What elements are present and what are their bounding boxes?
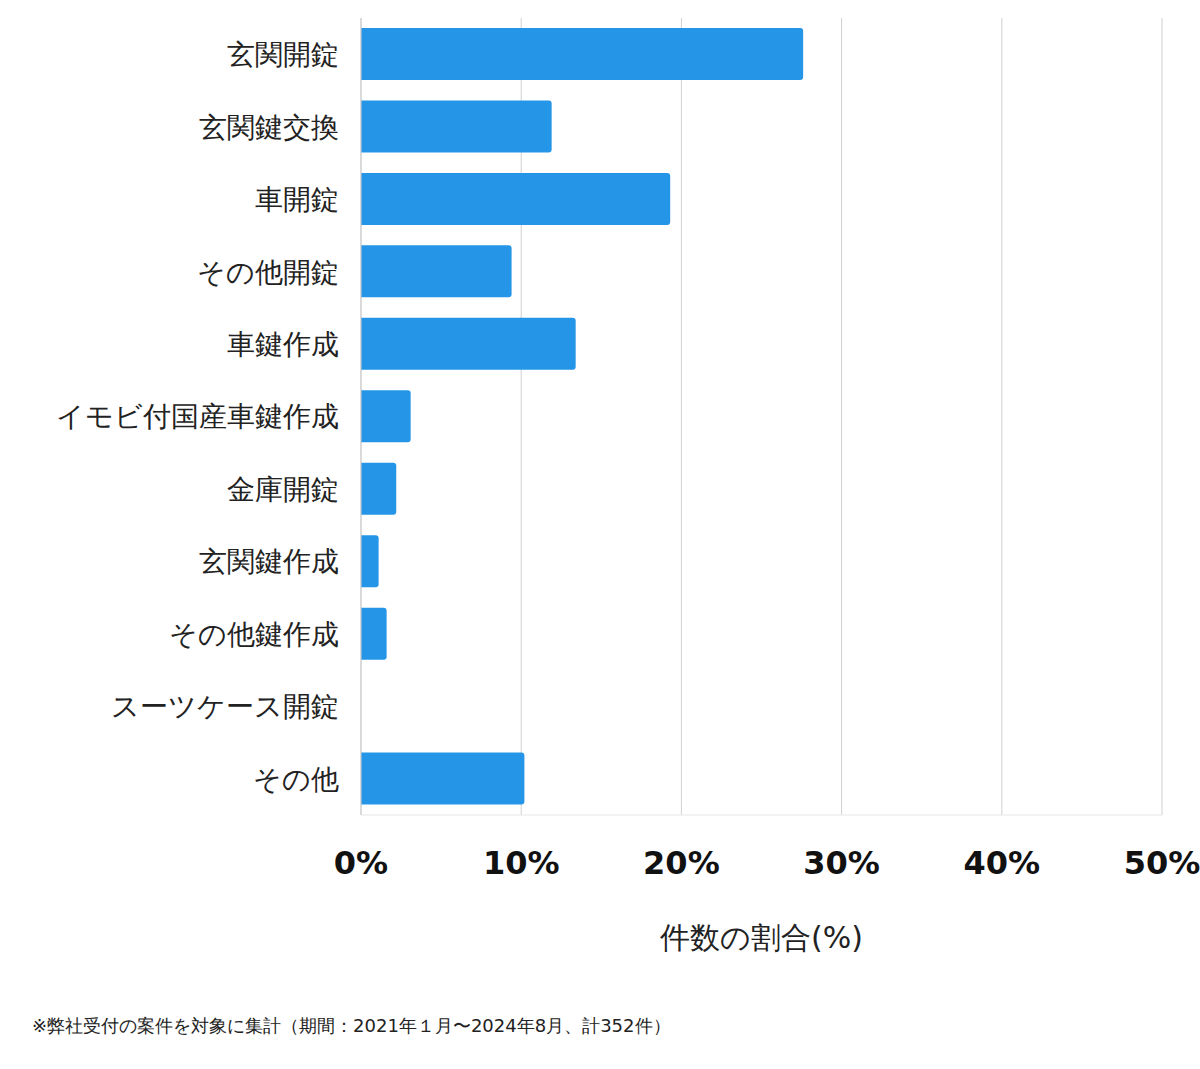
svg-text:20%: 20% — [643, 844, 720, 882]
svg-text:30%: 30% — [803, 844, 880, 882]
svg-text:玄関鍵作成: 玄関鍵作成 — [199, 545, 339, 578]
svg-text:金庫開錠: 金庫開錠 — [227, 473, 339, 506]
svg-text:その他: その他 — [253, 763, 339, 796]
svg-text:イモビ付国産車鍵作成: イモビ付国産車鍵作成 — [56, 400, 339, 433]
svg-text:スーツケース開錠: スーツケース開錠 — [111, 690, 339, 723]
svg-text:車鍵作成: 車鍵作成 — [227, 328, 339, 361]
svg-text:40%: 40% — [964, 844, 1041, 882]
svg-text:件数の割合(%): 件数の割合(%) — [660, 920, 863, 955]
svg-text:玄関鍵交換: 玄関鍵交換 — [199, 111, 339, 144]
svg-text:0%: 0% — [334, 844, 388, 882]
svg-text:その他鍵作成: その他鍵作成 — [169, 618, 339, 651]
svg-text:車開錠: 車開錠 — [255, 183, 339, 216]
html-text:※弊社受付の案件を対象に集計（期間：2021年１月〜2024: ※弊社受付の案件を対象に集計（期間：2021年１月〜2024年8月、計352件） — [32, 1015, 671, 1036]
svg-text:50%: 50% — [1124, 844, 1192, 882]
svg-text:その他開錠: その他開錠 — [197, 256, 339, 289]
svg-text:玄関開錠: 玄関開錠 — [227, 38, 339, 71]
svg-text:10%: 10% — [483, 844, 560, 882]
